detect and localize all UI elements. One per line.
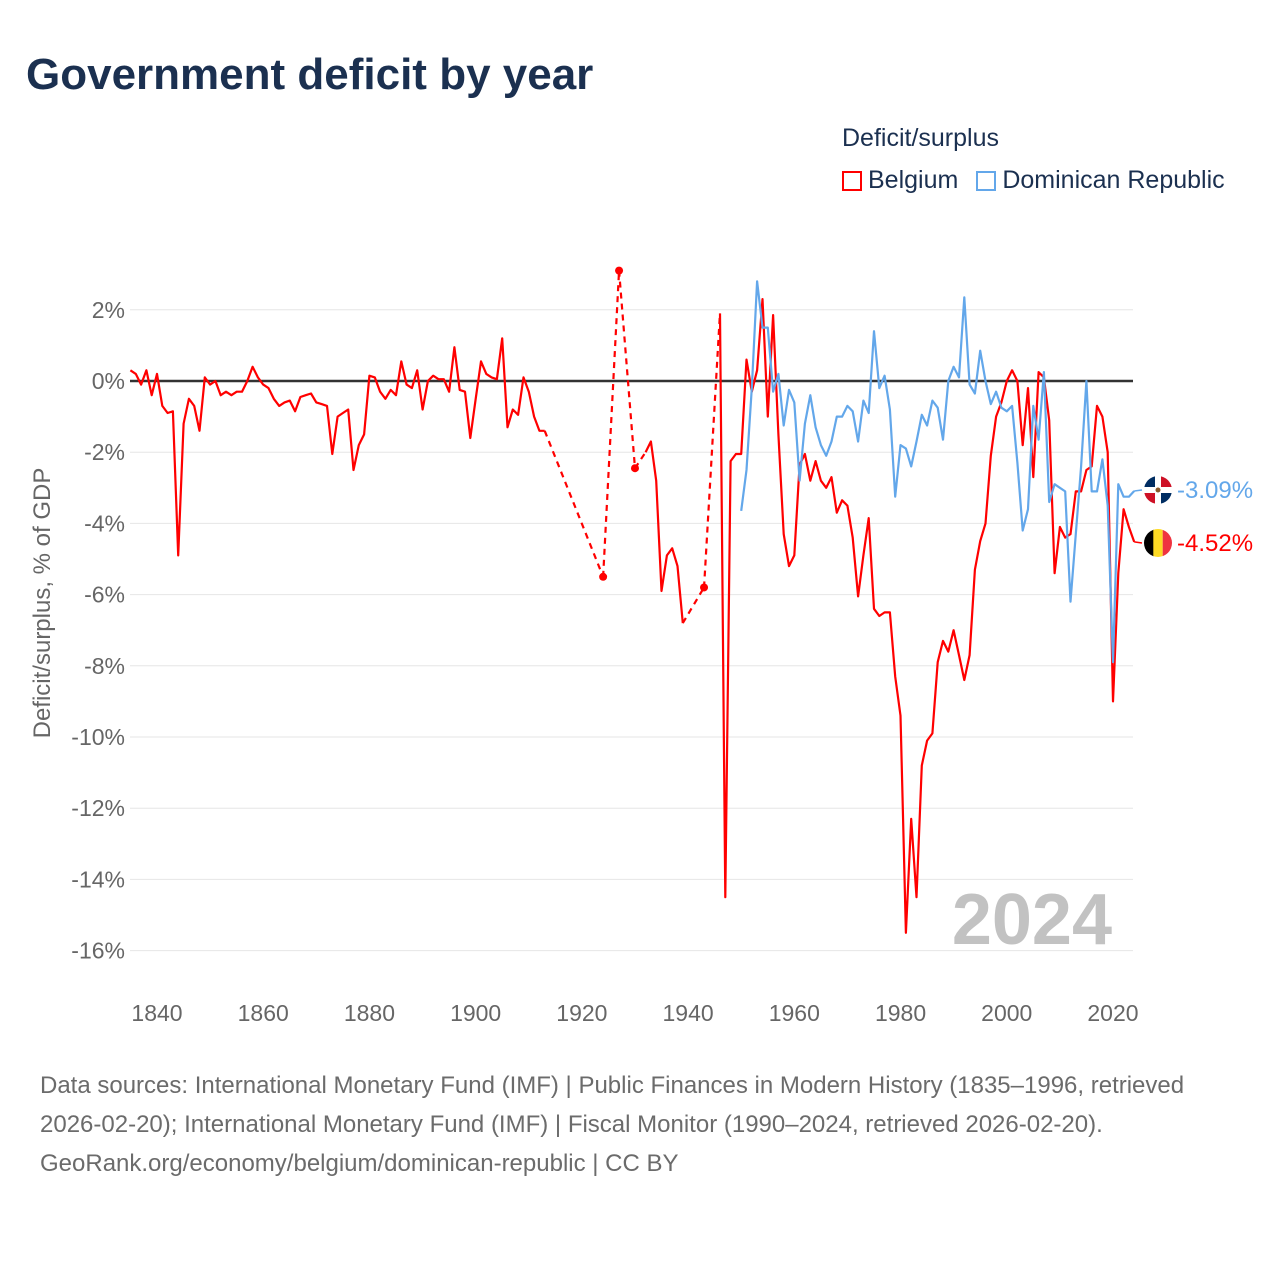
dominican-republic-flag-icon [1144, 476, 1172, 504]
x-tick-label: 2000 [981, 1000, 1032, 1026]
x-tick-label: 1940 [663, 1000, 714, 1026]
y-tick-label: 2% [92, 297, 125, 323]
end-value-label-belgium: -4.52% [1177, 530, 1253, 557]
belgium-flag-icon [1144, 529, 1172, 557]
y-axis-label: Deficit/surplus, % of GDP [29, 468, 56, 739]
legend-item-belgium[interactable]: Belgium [842, 166, 958, 195]
y-tick-label: -16% [71, 938, 125, 964]
legend-title: Deficit/surplus [842, 124, 999, 152]
data-sources: Data sources: International Monetary Fun… [40, 1072, 1185, 1138]
y-tick-label: -8% [84, 653, 125, 679]
x-tick-label: 1900 [450, 1000, 501, 1026]
source-link[interactable]: GeoRank.org/economy/belgium/dominican-re… [40, 1150, 679, 1177]
y-tick-label: 0% [92, 368, 125, 394]
y-tick-label: -14% [71, 866, 125, 892]
series-line-dominican-republic [740, 280, 1136, 664]
year-watermark: 2024 [952, 880, 1112, 960]
y-tick-label: -10% [71, 724, 125, 750]
y-tick-label: -4% [84, 510, 125, 536]
legend-swatch-dominican-republic [976, 170, 997, 191]
chart-title: Government deficit by year [26, 50, 594, 99]
y-tick-label: -12% [71, 795, 125, 821]
x-tick-label: 1980 [875, 1000, 926, 1026]
end-value-label-dominican-republic: -3.09% [1177, 477, 1253, 504]
legend-item-dominican-republic[interactable]: Dominican Republic [976, 166, 1225, 195]
legend-label: Belgium [868, 166, 959, 194]
legend-label: Dominican Republic [1002, 166, 1225, 194]
gap-segment-belgium [681, 586, 705, 624]
gap-segment-belgium [602, 270, 621, 577]
gap-segment-belgium [702, 313, 722, 588]
x-tick-label: 1920 [556, 1000, 607, 1026]
series-line-belgium [129, 298, 1136, 934]
x-tick-label: 1960 [769, 1000, 820, 1026]
line-chart: 2% 0% -2% -4% -6% -8% -10% -12% -14% -16% 1840 1860… [29, 266, 1253, 1026]
x-tick-label: 1840 [131, 1000, 182, 1026]
x-tick-label: 1860 [238, 1000, 289, 1026]
x-tick-label: 2020 [1087, 1000, 1138, 1026]
legend-swatch-belgium [842, 170, 862, 191]
footer: Data sources: International Monetary Fun… [40, 1066, 1240, 1183]
end-connector [1134, 489, 1143, 492]
y-tick-label: -2% [84, 439, 125, 465]
y-tick-label: -6% [84, 582, 125, 608]
legend: Belgium Dominican Republic [842, 166, 1225, 195]
end-connector [1134, 541, 1143, 544]
x-tick-label: 1880 [344, 1000, 395, 1026]
gap-segment-belgium [543, 430, 605, 578]
gap-segment-belgium [617, 270, 637, 469]
gap-segment-belgium [634, 451, 647, 469]
